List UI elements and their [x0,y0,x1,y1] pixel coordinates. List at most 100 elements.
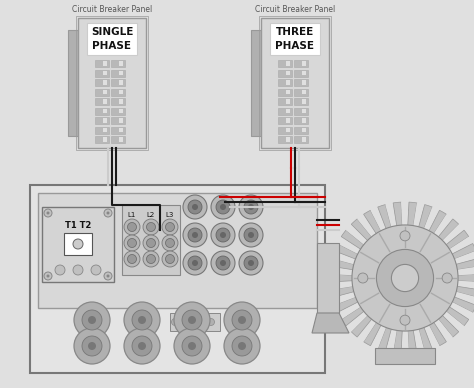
Circle shape [188,256,202,270]
Bar [68,30,80,136]
Wedge shape [405,237,473,278]
Circle shape [244,200,258,214]
Wedge shape [385,278,405,353]
Bar [111,79,125,86]
Circle shape [244,256,258,270]
Wedge shape [405,278,459,337]
Bar [95,79,109,86]
Circle shape [74,328,110,364]
Circle shape [162,235,178,251]
Circle shape [329,202,474,354]
Circle shape [400,315,410,325]
Circle shape [238,316,246,324]
Circle shape [248,204,254,210]
Bar [111,88,125,95]
Bar [301,80,306,85]
Bar [317,243,339,313]
Bar [301,61,306,66]
Wedge shape [405,258,474,278]
Circle shape [216,200,230,214]
Wedge shape [351,278,405,337]
Bar [122,205,180,275]
Wedge shape [357,278,405,342]
Bar [111,117,125,124]
Circle shape [44,209,52,217]
Bar [294,79,308,86]
Bar [118,99,123,104]
Circle shape [107,274,109,277]
Wedge shape [405,230,469,278]
Text: Circuit Breaker Panel: Circuit Breaker Panel [255,5,335,14]
Bar [278,136,292,143]
Bar [103,90,107,94]
Circle shape [46,274,49,277]
Bar [42,207,114,282]
Circle shape [165,255,174,263]
Circle shape [192,204,198,210]
Circle shape [248,232,254,238]
Circle shape [146,222,155,232]
Wedge shape [371,278,405,349]
Bar [118,137,123,142]
Bar [301,99,306,104]
Circle shape [188,228,202,242]
Wedge shape [405,278,474,312]
Circle shape [183,223,207,247]
Circle shape [138,342,146,350]
Circle shape [220,204,226,210]
Bar [103,61,107,66]
Bar [278,98,292,105]
Wedge shape [378,278,405,352]
Circle shape [138,316,146,324]
Circle shape [239,195,263,219]
Wedge shape [401,278,409,354]
Bar [301,71,306,75]
Circle shape [124,328,160,364]
Circle shape [192,232,198,238]
Circle shape [124,219,140,235]
Wedge shape [405,207,439,278]
Circle shape [232,336,252,356]
Wedge shape [385,203,405,278]
Circle shape [88,316,96,324]
Bar [103,118,107,123]
Circle shape [73,265,83,275]
Circle shape [232,310,252,330]
Circle shape [211,195,235,219]
Circle shape [224,328,260,364]
Circle shape [146,255,155,263]
Bar [375,348,435,364]
Circle shape [46,211,49,215]
Circle shape [74,302,110,338]
Bar [278,117,292,124]
Wedge shape [405,278,474,305]
Bar [301,90,306,94]
Wedge shape [401,202,409,278]
Wedge shape [405,210,447,278]
Bar [301,137,306,142]
Circle shape [392,264,419,292]
Bar [170,313,220,331]
Circle shape [128,239,137,248]
Wedge shape [351,219,405,278]
Circle shape [211,223,235,247]
Bar [278,60,292,67]
Circle shape [337,210,473,346]
Wedge shape [332,251,405,278]
Circle shape [188,200,202,214]
Text: Circuit Breaker Panel: Circuit Breaker Panel [72,5,152,14]
Wedge shape [405,202,417,278]
Circle shape [146,239,155,248]
Circle shape [174,302,210,338]
Circle shape [104,272,112,280]
Wedge shape [330,258,405,278]
Circle shape [143,251,159,267]
Wedge shape [405,278,474,298]
Wedge shape [329,278,405,290]
Bar [103,128,107,132]
Bar [270,23,320,55]
Wedge shape [405,244,474,278]
Wedge shape [357,214,405,278]
Circle shape [128,222,137,232]
Bar [118,118,123,123]
